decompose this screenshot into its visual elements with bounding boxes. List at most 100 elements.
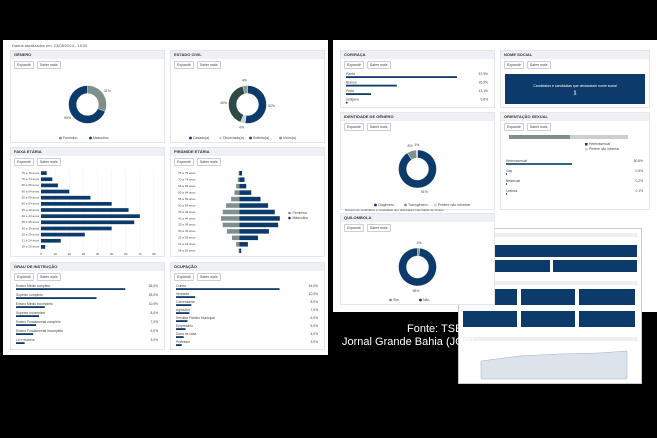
category-label: 25 a 29 anos	[178, 236, 196, 240]
note: Número de candidatos e candidatas que de…	[345, 208, 444, 211]
button[interactable]: Expandir	[14, 273, 34, 281]
bar	[506, 173, 507, 175]
legend-swatch	[419, 298, 422, 302]
x-tick-label: 60	[124, 252, 128, 256]
item-label: Gay	[506, 169, 512, 173]
donut-slice	[244, 85, 267, 124]
panel-title: QUILOMBOLA	[341, 214, 494, 222]
legend-swatch	[585, 148, 588, 151]
panel-body: Candidatos e candidatas que declararam n…	[505, 74, 645, 104]
legend-swatch	[288, 211, 291, 215]
legend-swatch	[404, 203, 407, 207]
panel-body: 31% 69% Feminino Masculino	[59, 85, 111, 140]
button[interactable]: Expandir	[174, 273, 194, 281]
item-label: Comerciante	[176, 300, 195, 304]
legend-label: Não	[423, 298, 429, 302]
panel-body: 0 10 20 30 40 50 60 70 80 75 a 79 anos 70 a 74 ano…	[22, 170, 156, 256]
bar	[41, 202, 112, 206]
category-label: 60 a 64 anos	[178, 190, 196, 194]
x-tick-label: 40	[96, 252, 100, 256]
bar	[346, 76, 457, 78]
panel-body: 52% 4% 40% 4% Casado(a) Divorciado(a) Solteiro…	[189, 79, 296, 140]
bar	[506, 193, 507, 195]
item-label: Lésbica	[506, 189, 518, 193]
panel: COR/RAÇA Expandir Saber mais Parda 57,9% Bran…	[340, 50, 495, 108]
button[interactable]: Expandir	[344, 61, 364, 69]
legend-swatch	[434, 203, 437, 207]
button[interactable]: Saber mais	[36, 273, 61, 281]
button[interactable]: Expandir	[504, 61, 524, 69]
item-label: Ensino Médio incompleto	[16, 302, 53, 306]
item-label: Professor	[176, 340, 191, 344]
legend-swatch	[249, 136, 252, 140]
bar	[222, 209, 240, 215]
x-tick-label: 10	[53, 252, 57, 256]
button[interactable]: Expandir	[504, 123, 524, 131]
legend-label: Casado(a)	[193, 136, 209, 140]
panel: ORIENTAÇÃO SEXUAL Expandir Saber mais Heter…	[500, 112, 650, 210]
panel-buttons: Expandir Saber mais	[341, 222, 494, 234]
item-label: Ensino Fundamental incompleto	[16, 329, 63, 333]
item-value: 6,0%	[310, 316, 318, 320]
button[interactable]: Saber mais	[36, 61, 61, 69]
button[interactable]: Expandir	[344, 224, 364, 232]
button[interactable]: Saber mais	[196, 158, 221, 166]
bar	[176, 328, 186, 330]
panel: OCUPAÇÃO Expandir Saber mais Outros 54,0% Ver…	[170, 262, 325, 350]
button[interactable]: Expandir	[344, 123, 364, 131]
category-label: 21 a 24 anos	[22, 239, 40, 243]
bar	[176, 344, 182, 346]
item-value: 10,0%	[149, 302, 158, 306]
bar	[176, 296, 196, 298]
legend-swatch	[374, 203, 377, 207]
item-value: 38,0%	[149, 284, 158, 288]
bar	[239, 248, 242, 254]
item-value: 3,0%	[150, 338, 158, 342]
button[interactable]: Saber mais	[36, 158, 61, 166]
donut-slice	[398, 247, 437, 287]
slice-label: 91%	[421, 190, 428, 194]
item-label: Heterossexual	[506, 159, 527, 163]
legend-label: Prefere não informar	[589, 147, 620, 151]
bar	[16, 324, 37, 326]
button[interactable]: Saber mais	[196, 273, 221, 281]
item-label: Superior incompleto	[16, 311, 45, 315]
bar	[221, 216, 240, 221]
button[interactable]: Saber mais	[366, 123, 391, 131]
legend-label: Feminino	[293, 211, 307, 215]
x-tick-label: 0	[40, 252, 42, 256]
legend-swatch	[288, 216, 291, 220]
item-label: Superior completo	[16, 293, 43, 297]
legend-swatch	[89, 136, 92, 140]
bar	[41, 214, 140, 218]
button[interactable]: Saber mais	[366, 61, 391, 69]
item-value: 3,0%	[310, 340, 318, 344]
category-label: 35 a 39 anos	[178, 223, 196, 227]
button[interactable]: Saber mais	[196, 61, 221, 69]
panel-title: FAIXA ETÁRIA	[11, 148, 164, 156]
button[interactable]: Saber mais	[366, 224, 391, 232]
panel-body: 91% 8% 1% Cisgênero Transgênero Prefere não i…	[345, 143, 471, 211]
bar	[239, 242, 248, 247]
item-value: 0,8%	[480, 97, 488, 101]
bar	[237, 177, 240, 182]
panel-buttons: Expandir Saber mais	[171, 271, 324, 283]
panel-body: Ensino Médio completo 38,0% Superior compl…	[16, 284, 158, 344]
item-value: 4,0%	[310, 332, 318, 336]
bar	[506, 183, 507, 185]
bar	[41, 171, 47, 175]
x-tick-label: 80	[152, 252, 156, 256]
item-value: 54,0%	[309, 284, 318, 288]
category-label: 65 a 69 anos	[22, 183, 40, 187]
category-label: 45 a 49 anos	[22, 208, 40, 212]
button[interactable]: Expandir	[14, 61, 34, 69]
button[interactable]: Expandir	[174, 61, 194, 69]
bar	[346, 101, 348, 104]
button[interactable]: Expandir	[14, 158, 34, 166]
highlight-box	[505, 74, 645, 104]
button[interactable]: Saber mais	[526, 61, 551, 69]
button[interactable]: Expandir	[174, 158, 194, 166]
bar	[239, 183, 247, 189]
panel: FAIXA ETÁRIA Expandir Saber mais 0 10 20 30 40 5…	[10, 147, 165, 257]
button[interactable]: Saber mais	[526, 123, 551, 131]
